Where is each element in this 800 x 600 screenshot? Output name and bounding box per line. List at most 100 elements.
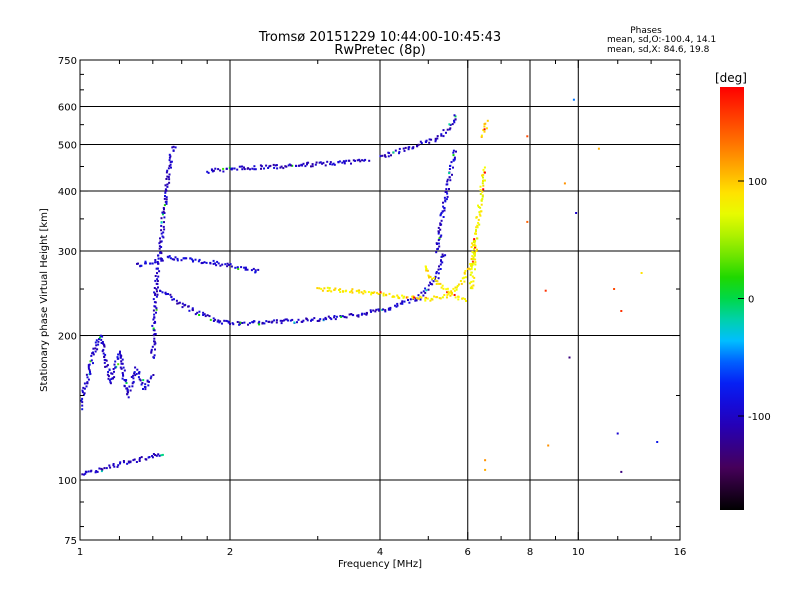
echo-point (156, 278, 159, 281)
echo-point (112, 377, 114, 380)
echo-point (472, 262, 475, 265)
echo-point (154, 348, 156, 351)
echo-point (374, 310, 377, 313)
echo-point (202, 314, 205, 316)
echo-point (438, 297, 441, 300)
echo-point (107, 377, 110, 380)
echo-point (432, 280, 435, 283)
echo-point (132, 374, 135, 377)
echo-point (435, 272, 438, 275)
echo-point (230, 265, 233, 268)
echo-point (257, 268, 260, 271)
echo-point (345, 316, 348, 319)
echo-point (430, 138, 433, 141)
echo-point (216, 320, 219, 323)
echo-point (354, 159, 356, 162)
echo-point (470, 285, 473, 288)
echo-point (467, 267, 470, 270)
echo-point (392, 295, 395, 298)
echo-point (452, 151, 455, 154)
echo-point (470, 258, 473, 260)
echo-point (324, 164, 327, 167)
echo-point (212, 169, 215, 172)
echo-point (98, 467, 101, 470)
echo-point (117, 353, 120, 356)
echo-point (448, 291, 451, 294)
echo-point (170, 166, 172, 169)
echo-point (81, 408, 84, 411)
echo-point (168, 181, 171, 184)
echo-point (87, 364, 90, 367)
echo-point (272, 163, 275, 166)
echo-point (444, 254, 447, 257)
echo-point (412, 297, 415, 300)
echo-point (442, 201, 444, 204)
echo-point (198, 310, 201, 313)
echo-point (437, 242, 440, 245)
echo-point (326, 290, 329, 292)
y-tick-label: 750 (58, 56, 77, 67)
echo-point (154, 279, 157, 282)
echo-point (290, 164, 292, 167)
echo-point (159, 289, 161, 292)
echo-point (441, 210, 444, 213)
echo-point (384, 309, 387, 312)
echo-point (279, 319, 282, 322)
echo-point (437, 226, 440, 229)
echo-point (267, 167, 270, 169)
echo-point (221, 322, 223, 325)
echo-point (321, 162, 324, 165)
echo-points (80, 98, 659, 476)
echo-point (161, 291, 164, 294)
stats-line-o: mean, sd,O:-100.4, 14.1 (607, 35, 716, 45)
echo-point (232, 323, 235, 326)
echo-point (440, 259, 442, 262)
echo-point (451, 123, 454, 126)
echo-point (161, 259, 164, 262)
echo-point (157, 275, 160, 278)
echo-point (162, 207, 165, 209)
echo-point (468, 282, 471, 285)
echo-point (479, 214, 482, 217)
echo-point (191, 307, 194, 310)
echo-point (439, 268, 442, 270)
echo-point (206, 170, 209, 173)
echo-point (437, 230, 440, 233)
echo-point (221, 263, 224, 266)
echo-point (437, 272, 440, 275)
echo-point (276, 167, 279, 170)
echo-point (442, 216, 445, 218)
echo-point (105, 467, 108, 470)
echo-point (375, 308, 378, 311)
echo-point (568, 356, 571, 359)
echo-point (450, 293, 453, 296)
echo-point (449, 294, 452, 297)
echo-point (121, 372, 124, 374)
echo-point (257, 322, 260, 325)
echo-point (475, 230, 477, 233)
echo-point (477, 204, 479, 207)
echo-point (140, 264, 143, 267)
echo-point (265, 164, 268, 167)
echo-point (169, 161, 172, 164)
echo-point (482, 184, 485, 187)
echo-point (151, 455, 154, 457)
echo-point (416, 145, 418, 147)
echo-point (152, 453, 155, 455)
echo-point (191, 258, 193, 261)
echo-point (163, 216, 166, 219)
echo-point (238, 165, 241, 168)
echo-point (439, 213, 442, 216)
echo-point (470, 267, 473, 270)
echo-point (310, 165, 312, 168)
echo-point (106, 373, 109, 376)
echo-point (134, 374, 137, 377)
echo-point (436, 296, 439, 299)
axis-ticks: 1 2 4 6 8 10 16 75 100 200 300 400 500 600 750 (58, 56, 686, 558)
echo-point (446, 180, 449, 183)
echo-point (169, 257, 172, 260)
echo-point (94, 341, 97, 344)
chart-subtitle: RwPretec (8p) (334, 43, 425, 58)
echo-point (174, 146, 177, 149)
echo-point (448, 123, 451, 126)
